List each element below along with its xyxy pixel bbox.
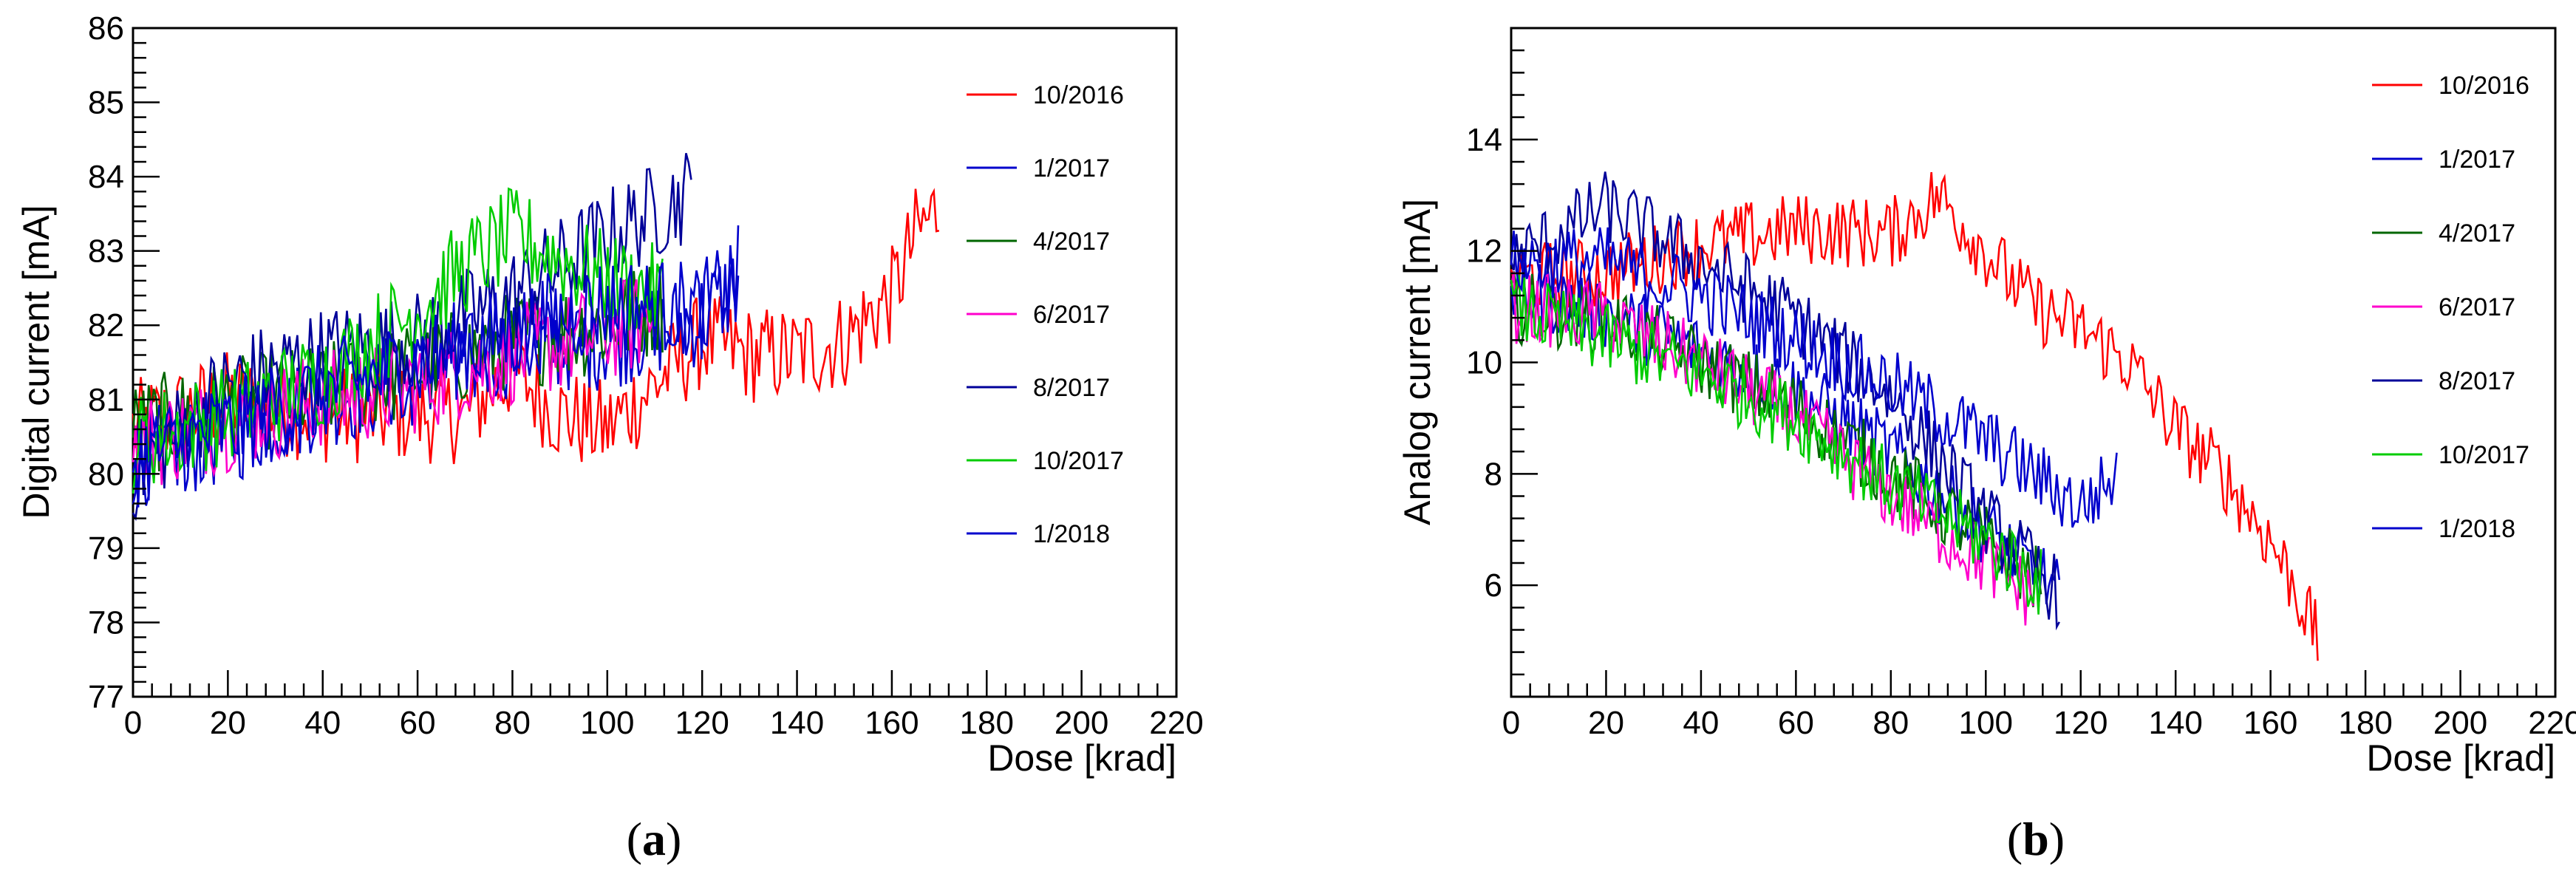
legend-label-a: 1/2018	[1033, 520, 1110, 548]
y-axis-title-b: Analog current [mA]	[1397, 199, 1438, 525]
legend-label-a: 1/2017	[1033, 154, 1110, 182]
legend-label-a: 10/2017	[1033, 447, 1124, 475]
y-tick-label-b: 8	[1485, 456, 1502, 492]
panel-b-analog-current: 0 20 40 60 80 100 120 140 160 180 200 220 68101214 …	[1397, 27, 2576, 865]
series-line-a-6	[132, 225, 740, 508]
y-ticks-a: 77 78 79 80 81 82 83 84 85 86	[88, 10, 160, 715]
x-tick-label-b: 120	[2054, 705, 2108, 741]
legend-label-b: 1/2018	[2439, 515, 2515, 543]
y-tick-label-a: 81	[88, 382, 124, 418]
x-tick-label-b: 140	[2148, 705, 2202, 741]
x-ticks-a: 0 20 40 60 80 100 120 140 160 180 200 220	[124, 670, 1204, 741]
caption-paren-open-a: (	[627, 813, 642, 865]
series-line-b-6	[1510, 227, 2118, 528]
caption-letter-a: a	[642, 813, 666, 865]
series-line-a-5	[132, 187, 664, 494]
x-tick-label-a: 60	[400, 705, 436, 741]
caption-paren-open-b: (	[2007, 813, 2023, 865]
legend-b: 10/2016 1/2017 4/2017 6/2017 8/2017 10/2017 1/…	[2372, 72, 2529, 543]
x-tick-label-b: 160	[2243, 705, 2297, 741]
caption-paren-close-b: )	[2049, 813, 2065, 865]
series-line-b-0	[1510, 171, 2319, 661]
x-tick-label-b: 40	[1683, 705, 1719, 741]
series-line-b-5	[1510, 274, 2042, 615]
y-tick-label-a: 77	[88, 679, 124, 715]
x-tick-label-a: 40	[304, 705, 341, 741]
panel-caption-a: (a)	[627, 813, 682, 865]
legend-label-a: 10/2016	[1033, 81, 1124, 109]
x-tick-label-a: 0	[124, 705, 142, 741]
caption-letter-b: b	[2023, 813, 2049, 865]
y-tick-label-a: 80	[88, 456, 124, 492]
legend-label-b: 8/2017	[2439, 367, 2515, 395]
legend-label-b: 4/2017	[2439, 219, 2515, 248]
legend-label-b: 6/2017	[2439, 293, 2515, 321]
x-tick-label-a: 100	[580, 705, 634, 741]
legend-a: 10/2016 1/2017 4/2017 6/2017 8/2017 10/2017 1/…	[967, 81, 1124, 548]
y-tick-label-b: 6	[1485, 567, 1502, 604]
series-line-b-4	[1510, 171, 2060, 631]
series-group-b	[1510, 171, 2319, 661]
x-tick-label-b: 200	[2433, 705, 2487, 741]
y-axis-title-a: Digital current [mA]	[16, 205, 57, 519]
x-axis-title-b: Dose [krad]	[2366, 737, 2555, 779]
panel-a-digital-current: 0 20 40 60 80 100 120 140 160 180 200 220 77 78 79 80 8…	[16, 10, 1204, 865]
y-tick-label-a: 85	[88, 85, 124, 121]
series-line-b-3	[1510, 271, 2034, 626]
x-tick-label-a: 140	[770, 705, 824, 741]
legend-label-b: 10/2016	[2439, 72, 2529, 100]
legend-label-b: 10/2017	[2439, 441, 2529, 469]
x-tick-label-b: 220	[2528, 705, 2576, 741]
x-tick-label-a: 180	[960, 705, 1014, 741]
x-axis-title-a: Dose [krad]	[987, 737, 1176, 779]
y-tick-label-a: 86	[88, 10, 124, 47]
plot-frame-a	[132, 27, 1178, 698]
y-tick-label-a: 79	[88, 530, 124, 567]
x-tick-label-a: 200	[1054, 705, 1108, 741]
y-tick-label-a: 82	[88, 307, 124, 344]
y-tick-label-a: 84	[88, 159, 124, 195]
panel-caption-b: (b)	[2007, 813, 2065, 865]
legend-label-a: 4/2017	[1033, 228, 1110, 256]
caption-paren-close-a: )	[666, 813, 681, 865]
series-group-a	[132, 152, 940, 522]
y-tick-label-a: 83	[88, 233, 124, 270]
x-tick-label-b: 180	[2338, 705, 2392, 741]
x-tick-label-a: 220	[1149, 705, 1203, 741]
legend-label-b: 1/2017	[2439, 146, 2515, 174]
y-tick-label-b: 12	[1466, 233, 1502, 270]
x-tick-label-a: 160	[865, 705, 919, 741]
x-tick-label-b: 80	[1873, 705, 1909, 741]
x-tick-label-a: 80	[494, 705, 531, 741]
legend-label-a: 6/2017	[1033, 301, 1110, 329]
y-tick-label-b: 10	[1466, 345, 1502, 381]
y-tick-label-b: 14	[1466, 122, 1502, 158]
legend-label-a: 8/2017	[1033, 374, 1110, 402]
x-tick-label-b: 20	[1588, 705, 1624, 741]
y-ticks-b: 6 8 10 12 14	[1466, 27, 1538, 698]
y-tick-label-a: 78	[88, 604, 124, 641]
x-ticks-b: 0 20 40 60 80 100 120 140 160 180 200 220	[1502, 670, 2576, 741]
x-tick-label-b: 60	[1778, 705, 1814, 741]
x-tick-label-a: 120	[675, 705, 729, 741]
x-tick-label-a: 20	[210, 705, 246, 741]
x-tick-label-b: 0	[1502, 705, 1520, 741]
x-tick-label-b: 100	[1959, 705, 2013, 741]
